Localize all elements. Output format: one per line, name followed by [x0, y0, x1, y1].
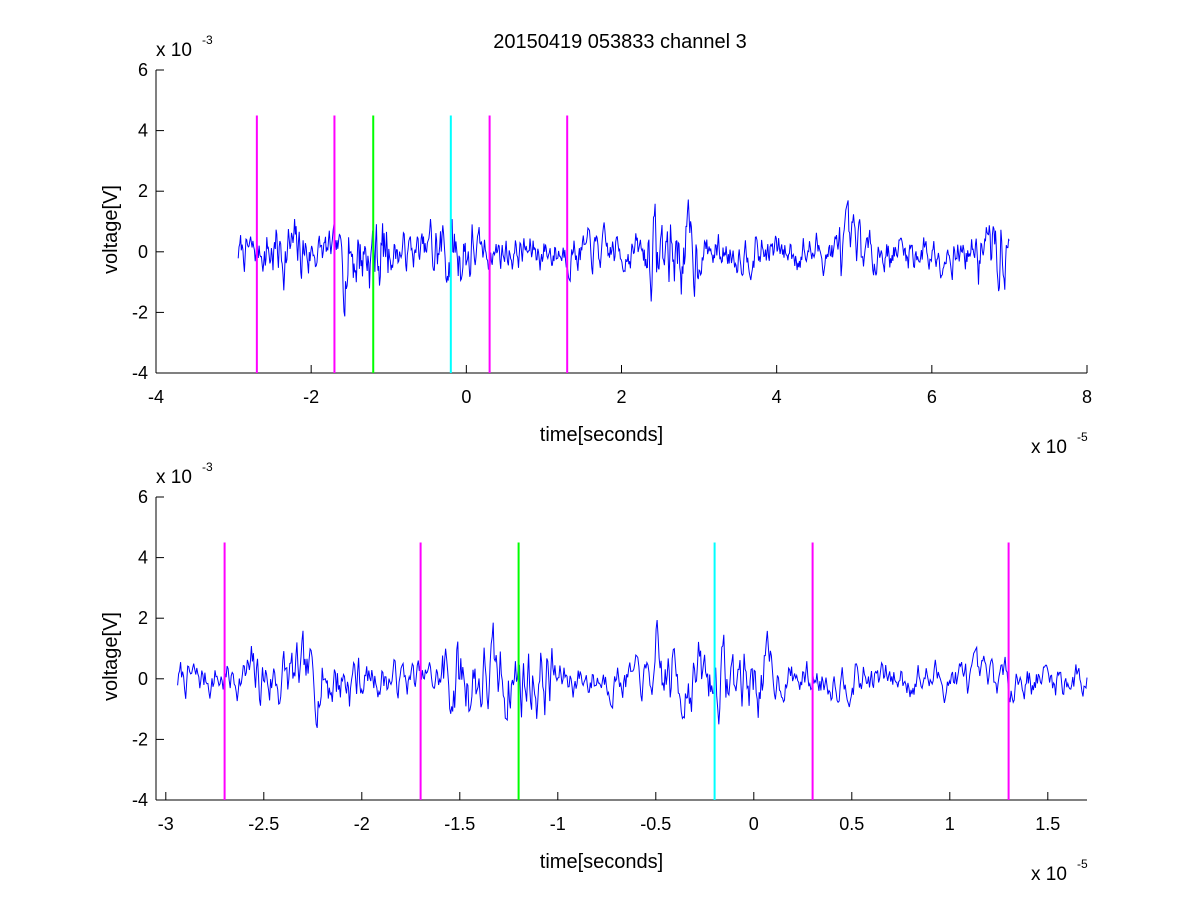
y-axis-label: voltage[V]	[100, 185, 122, 274]
x-exponent-label: x 10	[1031, 437, 1067, 458]
y-tick-label: -2	[132, 302, 148, 322]
x-tick-label: -0.5	[640, 814, 671, 834]
x-tick-label: 0	[749, 814, 759, 834]
signal-trace	[177, 619, 1088, 729]
x-axis-label: time[seconds]	[540, 851, 663, 873]
y-exponent-value: -3	[202, 33, 213, 47]
bottom-panel: -4 -2 0 2 4 6 -3 -2.5 -2 -1.5 -1 -0.5 0 0.5 1 1.5 x 10 -3…	[100, 460, 1088, 885]
y-tick-label: 0	[138, 669, 148, 689]
x-exponent-value: -5	[1077, 430, 1088, 444]
y-tick-label: 6	[138, 487, 148, 507]
x-tick-label: -1.5	[444, 814, 475, 834]
x-tick-label: 6	[927, 387, 937, 407]
y-tick-label: 4	[138, 121, 148, 141]
x-tick-label: -2	[354, 814, 370, 834]
signal-trace	[237, 199, 1010, 317]
x-tick-label: 8	[1082, 387, 1092, 407]
y-tick-label: -4	[132, 790, 148, 810]
x-tick-label: -2	[303, 387, 319, 407]
y-axis-label: voltage[V]	[100, 612, 122, 701]
x-tick-label: 0.5	[839, 814, 864, 834]
x-tick-label: 4	[772, 387, 782, 407]
y-tick-label: -2	[132, 729, 148, 749]
y-tick-label: 2	[138, 181, 148, 201]
y-exponent-label: x 10	[156, 467, 192, 488]
y-tick-label: 6	[138, 60, 148, 80]
x-tick-label: -3	[158, 814, 174, 834]
y-tick-label: 4	[138, 548, 148, 568]
x-tick-label: -1	[550, 814, 566, 834]
y-exponent-value: -3	[202, 460, 213, 474]
x-tick-label: 0	[461, 387, 471, 407]
x-tick-label: 1	[945, 814, 955, 834]
x-tick-label: 1.5	[1035, 814, 1060, 834]
x-tick-label: 2	[616, 387, 626, 407]
y-exponent-label: x 10	[156, 40, 192, 61]
x-tick-label: -2.5	[248, 814, 279, 834]
x-exponent-value: -5	[1077, 857, 1088, 871]
x-tick-label: -4	[148, 387, 164, 407]
y-tick-label: 2	[138, 608, 148, 628]
y-tick-label: 0	[138, 242, 148, 262]
y-tick-label: -4	[132, 363, 148, 383]
x-axis-label: time[seconds]	[540, 424, 663, 446]
chart-title: 20150419 053833 channel 3	[493, 31, 747, 53]
top-panel: -4 -2 0 2 4 6 -4 -2 0 2 4 6 8 x 10 -3 x 10 -5 time[second…	[100, 33, 1092, 458]
x-exponent-label: x 10	[1031, 864, 1067, 885]
